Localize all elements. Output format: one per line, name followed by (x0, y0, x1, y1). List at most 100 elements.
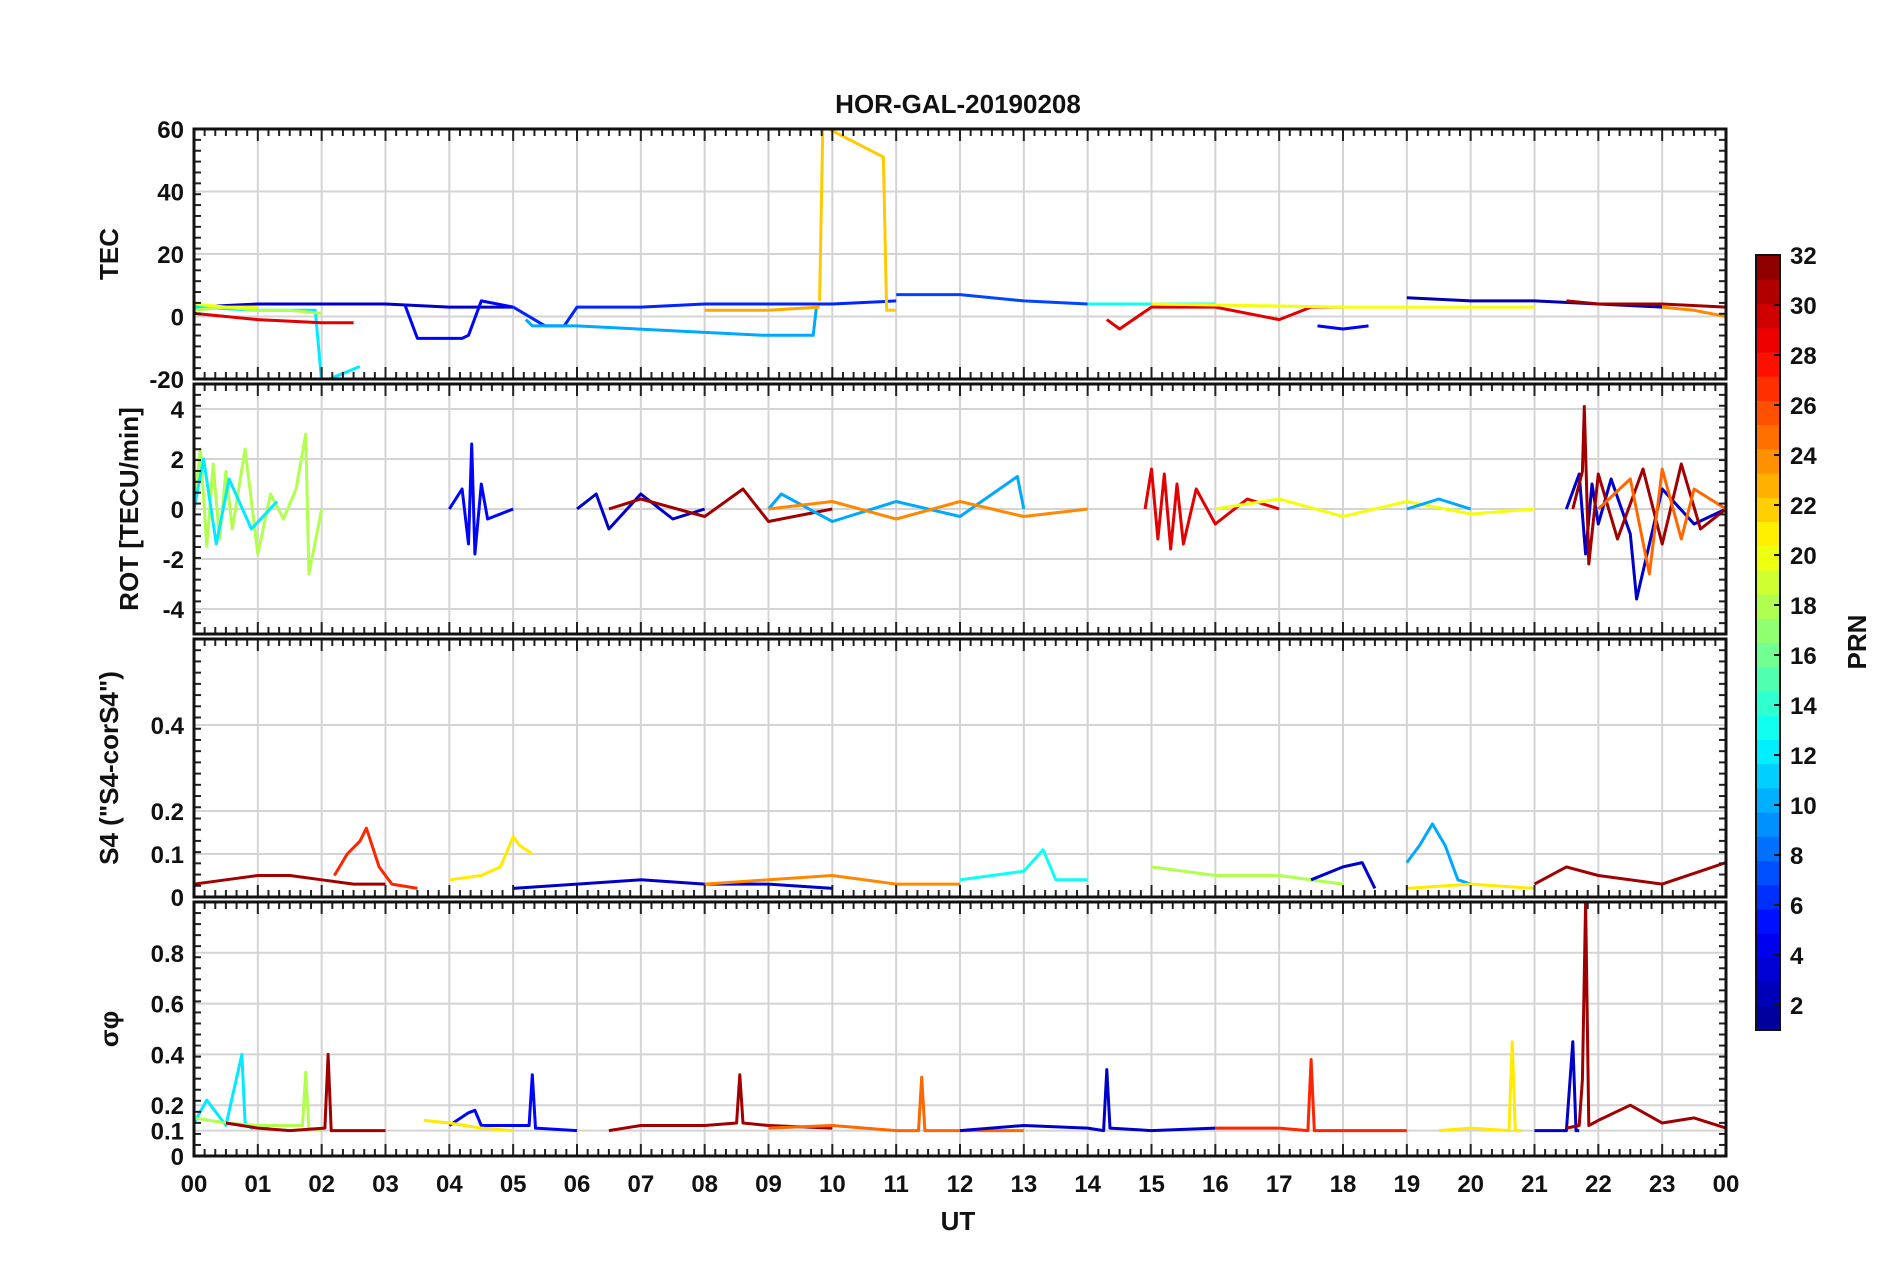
colorbar-tick-label: 10 (1790, 793, 1817, 820)
colorbar-segment (1756, 787, 1780, 813)
series-prn-3 (513, 878, 833, 890)
y-tick-label: 40 (157, 180, 184, 207)
colorbar-tick-label: 22 (1790, 493, 1817, 520)
x-tick-label: 11 (883, 1171, 908, 1198)
colorbar-tick-label: 30 (1790, 293, 1817, 320)
panel-s4: 0.4 0.2 0.1 0 S4 ("S4-corS4") (94, 637, 1728, 912)
colorbar-segment (1756, 594, 1780, 619)
y-tick-label: -4 (163, 597, 185, 624)
colorbar-segment (1756, 666, 1780, 692)
colorbar-tick-label: 8 (1790, 843, 1803, 870)
colorbar-tick-label: 28 (1790, 343, 1817, 370)
colorbar-segment (1756, 376, 1780, 401)
series-prn-12 (194, 457, 279, 546)
plot-frame (192, 382, 1728, 636)
y-axis-label: S4 ("S4-corS4") (94, 671, 124, 865)
colorbar-segment (1756, 836, 1780, 862)
figure-title: HOR-GAL-20190208 (835, 89, 1081, 119)
x-tick-label: 21 (1521, 1171, 1548, 1198)
x-tick-label: 13 (1010, 1171, 1037, 1198)
series-prn-31 (1533, 861, 1726, 886)
series-prn-22 (818, 129, 897, 312)
plot-frame (192, 900, 1728, 1158)
series-prn-5 (1317, 324, 1369, 331)
x-tick-labels: 00 01 02 03 04 05 06 07 08 09 10 11 12 13 14 15 16 17 18 19… (181, 1171, 1740, 1198)
x-tick-label: 05 (500, 1171, 527, 1198)
series-group (194, 129, 1726, 379)
colorbar-segment (1756, 908, 1780, 934)
colorbar-segment (1756, 1005, 1780, 1031)
y-axis-label: ROT [TECU/min] (114, 407, 144, 611)
y-tick-label: 4 (171, 397, 185, 424)
x-tick-label: 14 (1074, 1171, 1101, 1198)
colorbar-segment (1756, 739, 1780, 765)
x-tick-label: 08 (691, 1171, 718, 1198)
x-tick-label: 06 (564, 1171, 591, 1198)
colorbar-segment (1756, 569, 1780, 595)
y-tick-label: 0.6 (151, 992, 184, 1019)
y-tick-label: 0 (171, 497, 184, 524)
y-tick-label: 2 (171, 447, 184, 474)
colorbar-tick-label: 20 (1790, 543, 1817, 570)
series-prn-21 (1438, 1040, 1522, 1133)
series-prn-31 (608, 1073, 833, 1133)
colorbar-segment (1756, 545, 1780, 571)
y-tick-label: 0.1 (151, 1119, 184, 1146)
x-tick-label: 20 (1457, 1171, 1484, 1198)
colorbar-frame (1755, 254, 1781, 1031)
series-group (194, 902, 1726, 1133)
colorbar-tick-label: 32 (1790, 243, 1817, 270)
x-tick-label: 18 (1330, 1171, 1357, 1198)
panel-rot: 4 2 0 -2 -4 ROT [TECU/min] (114, 382, 1728, 636)
x-tick-label: 16 (1202, 1171, 1229, 1198)
colorbar-segment (1756, 521, 1780, 547)
series-prn-27 (333, 826, 418, 890)
colorbar-segment (1756, 763, 1780, 789)
colorbar-segment (1756, 351, 1780, 377)
series-prn-31 (608, 487, 833, 523)
y-tick-label: 0.8 (151, 941, 184, 968)
x-tick-label: 00 (1713, 1171, 1740, 1198)
colorbar-segment (1756, 303, 1780, 329)
y-tick-label: 0.4 (151, 1042, 185, 1069)
colorbar-segment (1756, 860, 1780, 886)
x-tick-label: 15 (1138, 1171, 1165, 1198)
series-prn-21 (423, 1118, 514, 1133)
panel-sigma-phi: 0.8 0.6 0.4 0.20.10 σφ (94, 900, 1728, 1171)
colorbar-segment (1756, 618, 1780, 644)
colorbar-segment (1756, 981, 1780, 1007)
colorbar-segment (1756, 327, 1780, 353)
y-tick-label: -2 (163, 547, 184, 574)
series-prn-18 (194, 305, 322, 315)
series-prn-31 (1566, 902, 1726, 1130)
series-prn-5 (448, 1073, 578, 1133)
x-tick-label: 01 (244, 1171, 271, 1198)
series-prn-20 (194, 302, 258, 309)
colorbar-tick-label: 26 (1790, 393, 1817, 420)
series-prn-20 (1151, 302, 1535, 309)
x-tick-label: 07 (627, 1171, 654, 1198)
x-tick-label: 00 (181, 1171, 208, 1198)
colorbar-segment (1756, 957, 1780, 983)
y-axis-label: TEC (94, 228, 124, 280)
y-tick-label: 60 (157, 117, 184, 144)
colorbar-segment (1756, 497, 1780, 523)
series-prn-24 (1662, 305, 1726, 318)
colorbar-tick-label: 6 (1790, 893, 1803, 920)
y-tick-label: 0 (171, 305, 184, 332)
y-tick-label: 0.2 (151, 1093, 184, 1120)
y-tick-label: 0 (171, 885, 184, 912)
series-prn-3 (959, 1068, 1216, 1133)
colorbar-segment (1756, 279, 1780, 305)
colorbar-tick-label: 14 (1790, 693, 1817, 720)
colorbar-tick-label: 18 (1790, 593, 1817, 620)
colorbar-segment (1756, 812, 1780, 837)
y-tick-label: -20 (149, 367, 184, 394)
y-tick-label: 0.4 (151, 713, 185, 740)
series-prn-31 (225, 1052, 386, 1133)
colorbar-segment (1756, 690, 1780, 716)
colorbar-tick-label: 24 (1790, 443, 1817, 470)
